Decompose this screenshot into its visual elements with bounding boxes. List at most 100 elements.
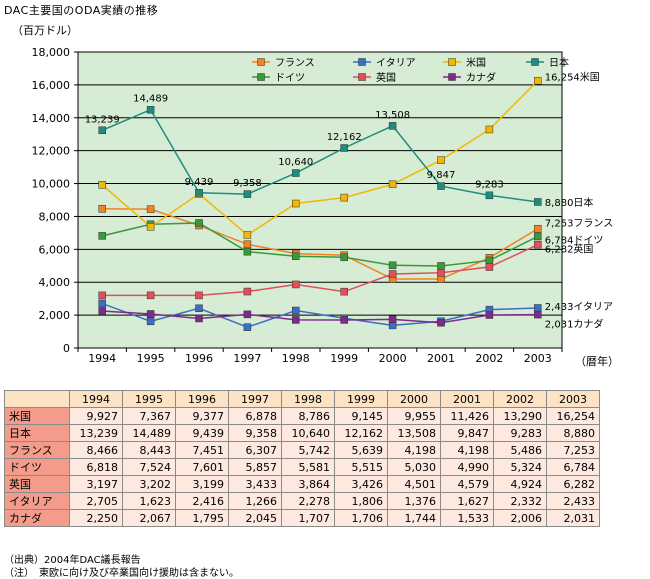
table-cell: 4,501 bbox=[387, 475, 441, 493]
data-point bbox=[340, 253, 348, 262]
table-cell: 12,162 bbox=[334, 424, 388, 442]
table-year-header: 1994 bbox=[69, 390, 123, 408]
data-point bbox=[437, 182, 445, 190]
series-line bbox=[102, 310, 538, 324]
series-line bbox=[102, 222, 539, 267]
x-tick-label: 2002 bbox=[475, 352, 503, 365]
end-label: 2,433イタリア bbox=[545, 301, 613, 313]
table-row: イタリア 2,705 1,623 2,416 1,266 2,278 1,806 1,376 1… bbox=[4, 492, 600, 510]
table-row: 米国 9,927 7,367 9,377 6,878 8,786 9,145 9,955 11,… bbox=[4, 407, 600, 425]
table-cell: 9,145 bbox=[334, 407, 388, 425]
table-cell: 5,515 bbox=[334, 458, 388, 476]
table-cell: 4,924 bbox=[493, 475, 547, 493]
data-point bbox=[534, 304, 542, 312]
legend-marker bbox=[448, 73, 456, 81]
data-point bbox=[98, 126, 106, 135]
table-cell: 1,623 bbox=[122, 492, 176, 510]
table-cell: 3,433 bbox=[228, 475, 282, 493]
table-cell: 10,640 bbox=[281, 424, 335, 442]
table-cell: 5,486 bbox=[493, 441, 547, 459]
table-row: ドイツ 6,818 7,524 7,601 5,857 5,581 5,515 5,030 4,… bbox=[4, 458, 600, 476]
legend-label: フランス bbox=[275, 57, 315, 69]
table-row: 日本 13,239 14,489 9,439 9,358 10,640 12,162 13,5… bbox=[4, 424, 600, 442]
end-label: 2,031カナダ bbox=[545, 318, 604, 331]
table-cell: 1,533 bbox=[440, 509, 494, 527]
series-line bbox=[102, 208, 539, 280]
data-point bbox=[485, 263, 494, 271]
legend-label: カナダ bbox=[466, 71, 496, 84]
series-line bbox=[101, 302, 538, 328]
x-tick-label: 2000 bbox=[379, 352, 407, 365]
legend-marker bbox=[358, 73, 366, 81]
data-point bbox=[437, 268, 445, 277]
table-cell: 7,601 bbox=[175, 458, 229, 476]
table-cell: 1,806 bbox=[334, 492, 388, 510]
table-corner-cell bbox=[4, 390, 70, 408]
data-label: 9,358 bbox=[233, 178, 262, 189]
table-cell: 11,426 bbox=[440, 407, 494, 425]
data-point bbox=[388, 270, 397, 278]
table-year-header: 1999 bbox=[334, 390, 388, 408]
table-cell: 8,443 bbox=[122, 441, 176, 459]
data-point bbox=[292, 306, 300, 315]
data-point bbox=[388, 180, 397, 189]
table-row: カナダ 2,250 2,067 1,795 2,045 1,707 1,706 1,744 1,… bbox=[4, 509, 600, 527]
table-cell: 1,627 bbox=[440, 492, 494, 510]
x-tick-label: 1998 bbox=[282, 352, 310, 365]
table-cell: 6,818 bbox=[69, 458, 123, 476]
table-cell: 6,282 bbox=[546, 475, 600, 493]
table-row: 英国 3,197 3,202 3,199 3,433 3,864 3,426 4,501 4,5… bbox=[4, 475, 600, 493]
data-label: 10,640 bbox=[278, 157, 313, 168]
table-year-header: 2001 bbox=[440, 390, 494, 408]
table-cell: 8,786 bbox=[281, 407, 335, 425]
data-point bbox=[243, 247, 252, 256]
table-cell: 13,239 bbox=[69, 424, 123, 442]
data-point bbox=[340, 144, 348, 152]
data-point bbox=[195, 304, 203, 313]
table-row-header: 米国 bbox=[4, 407, 70, 425]
table-cell: 5,581 bbox=[281, 458, 335, 476]
legend-marker bbox=[257, 58, 265, 66]
data-point bbox=[98, 181, 106, 189]
table-year-header: 1997 bbox=[228, 390, 282, 408]
end-label: 16,254米国 bbox=[545, 71, 600, 84]
data-point bbox=[98, 232, 106, 240]
legend-label: イタリア bbox=[376, 57, 416, 69]
y-tick-label: 4,000 bbox=[39, 276, 71, 289]
table-cell: 5,030 bbox=[387, 458, 441, 476]
y-tick-label: 10,000 bbox=[32, 178, 71, 191]
data-point bbox=[195, 219, 203, 227]
end-label: 7,253フランス bbox=[545, 218, 613, 230]
data-point bbox=[534, 240, 542, 249]
y-tick-label: 6,000 bbox=[39, 243, 71, 256]
table-year-header: 1995 bbox=[122, 390, 176, 408]
table-row-header: ドイツ bbox=[4, 458, 70, 476]
table-cell: 9,358 bbox=[228, 424, 282, 442]
series-line bbox=[101, 108, 538, 203]
data-point bbox=[146, 223, 155, 231]
table-cell: 1,707 bbox=[281, 509, 335, 527]
table-cell: 7,253 bbox=[546, 441, 600, 459]
table-cell: 3,199 bbox=[175, 475, 229, 493]
y-tick-label: 12,000 bbox=[32, 145, 71, 158]
data-point bbox=[98, 299, 106, 308]
x-tick-label: 1996 bbox=[185, 352, 213, 365]
table-cell: 14,489 bbox=[122, 424, 176, 442]
data-point bbox=[534, 76, 542, 85]
table-cell: 4,579 bbox=[440, 475, 494, 493]
legend-marker bbox=[448, 58, 456, 66]
data-point bbox=[243, 323, 252, 331]
oda-line-chart: 0 2,000 4,000 6,000 8,000 10,000 12,000 14,000 1… bbox=[32, 46, 614, 365]
y-tick-label: 18,000 bbox=[32, 46, 71, 59]
table-cell: 2,278 bbox=[281, 492, 335, 510]
table-cell: 7,451 bbox=[175, 441, 229, 459]
table-cell: 6,878 bbox=[228, 407, 282, 425]
legend-marker bbox=[257, 73, 265, 81]
table-cell: 13,508 bbox=[387, 424, 441, 442]
y-axis-unit-label: （百万ドル） bbox=[12, 24, 78, 37]
legend-label: ドイツ bbox=[275, 73, 305, 84]
y-tick-label: 16,000 bbox=[32, 79, 71, 92]
table-year-header: 2003 bbox=[546, 390, 600, 408]
table-cell: 3,202 bbox=[122, 475, 176, 493]
y-tick-label: 0 bbox=[63, 342, 70, 355]
